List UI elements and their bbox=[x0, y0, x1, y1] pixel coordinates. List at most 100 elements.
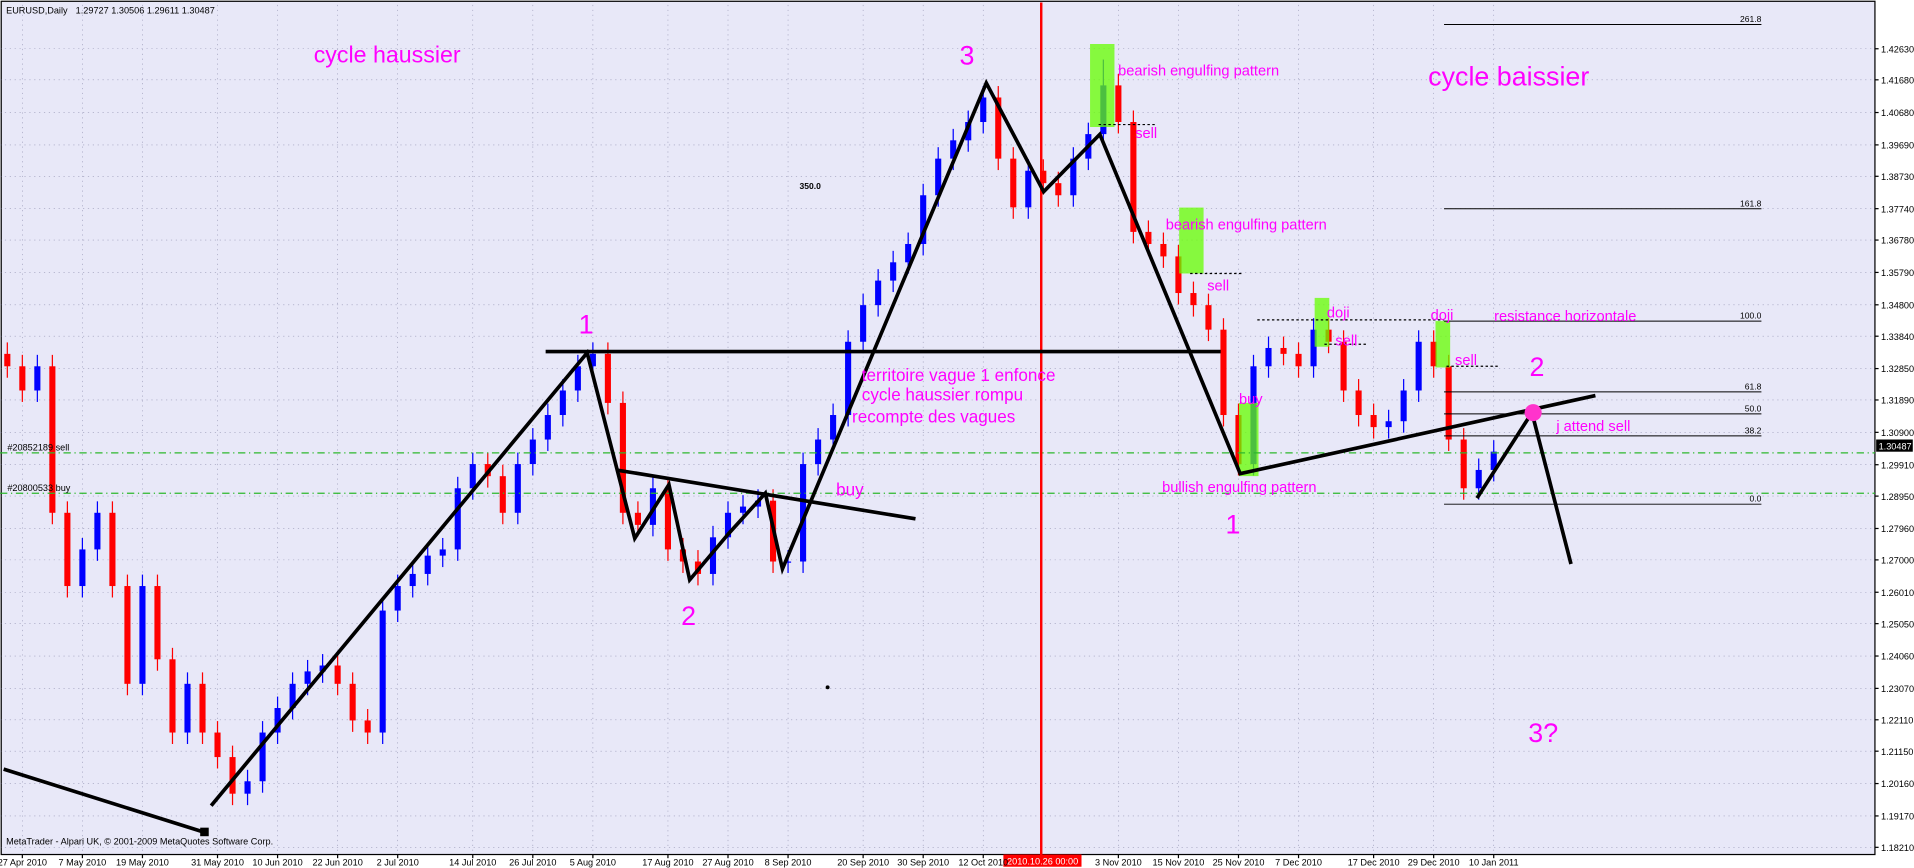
fib-label: 0.0 bbox=[1750, 494, 1762, 504]
candle-body bbox=[845, 341, 852, 416]
y-tick-label: 1.39690 bbox=[1881, 141, 1914, 151]
x-tick-label: 30 Sep 2010 bbox=[897, 858, 949, 868]
candle-body bbox=[1010, 158, 1017, 208]
candle-body bbox=[544, 415, 551, 440]
y-tick-label: 1.21150 bbox=[1881, 747, 1913, 757]
x-tick-label: 27 Aug 2010 bbox=[702, 858, 753, 868]
candle-body bbox=[379, 610, 386, 733]
annotation: buy bbox=[836, 481, 864, 500]
fib-label: 100.0 bbox=[1740, 311, 1762, 321]
x-tick-label: 26 Jul 2010 bbox=[509, 858, 556, 868]
candle-body bbox=[1175, 256, 1182, 294]
y-tick-label: 1.22110 bbox=[1881, 715, 1913, 725]
candle-body bbox=[559, 390, 566, 416]
x-tick-label: 10 Jun 2010 bbox=[252, 858, 302, 868]
y-tick-label: 1.27000 bbox=[1881, 556, 1914, 566]
y-tick-label: 1.27960 bbox=[1881, 524, 1914, 534]
candle-body bbox=[169, 659, 176, 733]
candle-body bbox=[364, 720, 371, 733]
candle-body bbox=[214, 732, 221, 758]
candle-body bbox=[1370, 415, 1377, 428]
y-tick-label: 1.34800 bbox=[1881, 300, 1914, 310]
x-tick-label: 17 Aug 2010 bbox=[642, 858, 693, 868]
candle-body bbox=[274, 708, 281, 733]
candle-body bbox=[1190, 293, 1197, 306]
marker bbox=[200, 827, 209, 837]
annotation: doji bbox=[1327, 305, 1350, 321]
candle-body bbox=[739, 506, 747, 513]
y-tick-label: 1.40680 bbox=[1881, 108, 1914, 118]
candle-body bbox=[424, 555, 431, 574]
candle-body bbox=[49, 366, 56, 513]
y-tick-label: 1.25050 bbox=[1881, 619, 1914, 629]
candle-body bbox=[1145, 231, 1152, 244]
candle-body bbox=[1070, 158, 1077, 196]
candle-body bbox=[394, 586, 401, 611]
cursor-box bbox=[1003, 854, 1082, 867]
x-tick-label: 29 Dec 2010 bbox=[1408, 858, 1460, 868]
candle-body bbox=[469, 464, 476, 489]
x-tick-label: 19 May 2010 bbox=[116, 858, 169, 868]
annotation: 3? bbox=[1528, 718, 1558, 748]
candle-body bbox=[1130, 122, 1137, 232]
footer: MetaTrader - Alpari UK, © 2001-2009 Meta… bbox=[6, 837, 273, 847]
annotation: cycle haussier rompu bbox=[862, 385, 1023, 404]
highlight bbox=[1238, 402, 1259, 477]
candle-body bbox=[1115, 85, 1122, 123]
highlight bbox=[1314, 297, 1330, 347]
candle-body bbox=[604, 353, 611, 403]
candle-body bbox=[79, 549, 86, 587]
candle-body bbox=[1265, 347, 1272, 367]
candle-body bbox=[1415, 341, 1422, 391]
y-tick-label: 1.32850 bbox=[1881, 364, 1914, 374]
annotation: bullish engulfing pattern bbox=[1162, 480, 1316, 496]
candle-body bbox=[139, 586, 146, 684]
x-tick-label: 2 Jul 2010 bbox=[377, 858, 419, 868]
candle-body bbox=[184, 683, 191, 733]
candle-body bbox=[289, 683, 296, 709]
y-tick-label: 1.28950 bbox=[1881, 492, 1914, 502]
candle-body bbox=[1310, 329, 1317, 367]
annotation: 1 bbox=[1226, 509, 1241, 539]
candle-body bbox=[1295, 353, 1302, 367]
candle-body bbox=[154, 586, 161, 660]
candle-body bbox=[800, 464, 807, 562]
candle-body bbox=[619, 402, 626, 513]
candle-body bbox=[980, 97, 987, 123]
y-tick-label: 1.33840 bbox=[1881, 332, 1914, 342]
candle-body bbox=[1460, 439, 1467, 489]
candle-body bbox=[1055, 183, 1062, 196]
candle-body bbox=[499, 476, 506, 513]
candle-body bbox=[709, 537, 717, 574]
candle-body bbox=[1235, 415, 1242, 465]
x-tick-label: 27 Apr 2010 bbox=[0, 858, 47, 868]
annotation: sell bbox=[1335, 334, 1357, 350]
candle-body bbox=[995, 97, 1002, 159]
candle-body bbox=[124, 586, 131, 684]
candle-body bbox=[965, 122, 972, 141]
y-tick-label: 1.19170 bbox=[1881, 812, 1914, 822]
candle-body bbox=[890, 262, 897, 281]
annotation: sell bbox=[1135, 126, 1157, 142]
annotation: sell bbox=[1207, 279, 1229, 295]
candle-body bbox=[1400, 390, 1407, 422]
fib-label: 50.0 bbox=[1745, 403, 1762, 413]
cursor-label: 2010.10.26 00:00 bbox=[1007, 856, 1078, 866]
candle-body bbox=[634, 512, 641, 525]
x-tick-label: 17 Dec 2010 bbox=[1348, 858, 1400, 868]
y-tick-label: 1.42630 bbox=[1881, 44, 1914, 54]
grid bbox=[0, 4, 1875, 855]
y-tick-label: 1.20160 bbox=[1881, 779, 1914, 789]
y-tick-label: 1.30900 bbox=[1881, 428, 1914, 438]
candle-body bbox=[454, 488, 461, 550]
fibonacci bbox=[1444, 23, 1762, 505]
trend-line bbox=[3, 767, 206, 835]
candle-body bbox=[64, 512, 71, 587]
y-tick-label: 1.26010 bbox=[1881, 588, 1914, 598]
annotation: recompte des vagues bbox=[852, 407, 1015, 426]
candle-body bbox=[4, 353, 11, 367]
annotation: 3 bbox=[959, 41, 974, 71]
candle-body bbox=[409, 573, 416, 587]
price-box bbox=[1876, 439, 1913, 452]
